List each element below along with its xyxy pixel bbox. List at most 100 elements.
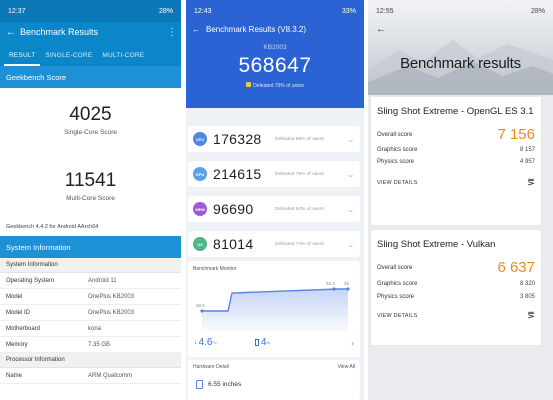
more-options-icon[interactable]: ⋮ xyxy=(167,26,177,38)
hw-view-all[interactable]: View All xyxy=(337,364,355,370)
info-key: Operating System xyxy=(6,277,55,284)
3dmark-screen: 12:55 28% ← Benchmark results Sling Shot… xyxy=(368,0,553,400)
results-hero: 12:55 28% ← Benchmark results xyxy=(368,0,553,95)
card-defeated: Defeated 89% of users xyxy=(275,136,324,142)
single-core-score: 4025 xyxy=(69,104,112,125)
card-footer: VIEW DETAILS ⪚ xyxy=(371,310,541,321)
status-battery: 28% xyxy=(530,7,545,15)
share-icon[interactable]: ⪚ xyxy=(527,177,535,187)
info-row: Operating System Android 11 xyxy=(0,273,181,289)
score-card-cpu[interactable]: CPU 176328 Defeated 89% of users ⌄ xyxy=(188,126,360,152)
hardware-detail[interactable]: Hardware Detail View All 6.55 inches xyxy=(188,360,360,400)
status-bar: 12:55 28% xyxy=(368,0,553,22)
chevron-down-icon[interactable]: ⌄ xyxy=(346,134,355,144)
test-name: Sling Shot Extreme - OpenGL ES 3.1 xyxy=(377,106,534,117)
status-time: 12:43 xyxy=(194,7,212,15)
chevron-right-icon[interactable]: › xyxy=(351,337,354,348)
screen-icon xyxy=(196,380,203,389)
app-title: Benchmark Results xyxy=(20,27,99,37)
defeated-text: Defeated 75% of users xyxy=(186,82,364,89)
degree-unit: °C xyxy=(212,340,217,345)
card-defeated: Defeated 53% of users xyxy=(275,206,324,212)
chevron-down-icon[interactable]: ⌄ xyxy=(346,204,355,214)
status-bar: 12:43 33% xyxy=(186,0,364,22)
monitor-title: Benchmark Monitor xyxy=(193,266,237,272)
cpu-badge-icon: CPU xyxy=(193,132,207,146)
tab-single-core[interactable]: SINGLE-CORE xyxy=(45,52,93,59)
temp-low-value: 4.6 xyxy=(198,337,213,348)
chart-line xyxy=(202,288,348,312)
multi-core-label: Multi-Core Score xyxy=(66,195,115,202)
overall-score: 7 156 xyxy=(497,126,535,143)
chart-point xyxy=(346,287,350,291)
card-defeated: Defeated 79% of users xyxy=(275,171,324,177)
tab-multi-core[interactable]: MULTI-CORE xyxy=(102,52,145,59)
antutu-header: 12:43 33% ← Benchmark Results (V8.3.2) K… xyxy=(186,0,364,108)
overall-score: 6 637 xyxy=(497,259,535,276)
chart-label-start: 30.6 xyxy=(196,303,205,308)
card-value: 214615 xyxy=(213,166,262,182)
back-arrow-icon[interactable]: ← xyxy=(376,24,386,35)
chart-point xyxy=(200,309,204,313)
graphics-score: 8 320 xyxy=(519,281,535,287)
chart-area xyxy=(202,289,348,331)
mem-badge-icon: MEM xyxy=(193,202,207,216)
view-details-link[interactable]: VIEW DETAILS xyxy=(377,179,418,186)
chart-point xyxy=(332,287,336,291)
physics-label: Physics score xyxy=(377,159,415,165)
physics-score: 4 957 xyxy=(519,159,535,165)
version-note: Geekbench 4.4.2 for Android AArch64 xyxy=(6,224,99,230)
card-value: 96690 xyxy=(213,201,254,217)
chevron-down-icon[interactable]: ⌄ xyxy=(346,239,355,249)
multi-core-score: 11541 xyxy=(64,170,117,191)
info-key: Name xyxy=(6,372,23,379)
multi-core-score-block: 11541 Multi-Core Score xyxy=(0,170,181,202)
section-header-sysinfo: System Information xyxy=(0,236,181,258)
status-battery: 28% xyxy=(158,7,173,15)
info-key: Motherboard xyxy=(6,325,41,332)
hw-screen-size: 6.55 inches xyxy=(208,381,242,389)
info-value: ARM Qualcomm xyxy=(88,372,133,379)
geekbench-screen: 12:37 28% ← Benchmark Results ⋮ RESULT S… xyxy=(0,0,181,400)
score-card-mem[interactable]: MEM 96690 Defeated 53% of users ⌄ xyxy=(188,196,360,222)
badge-icon xyxy=(246,82,252,87)
view-details-link[interactable]: VIEW DETAILS xyxy=(377,312,418,319)
back-arrow-icon[interactable]: ← xyxy=(192,24,200,34)
info-row: Memory 7.35 GB xyxy=(0,337,181,353)
card-footer: VIEW DETAILS ⪚ xyxy=(371,177,541,188)
status-battery: 33% xyxy=(341,7,356,15)
graphics-score-row: Graphics score 8 320 xyxy=(371,281,541,287)
overall-label: Overall score xyxy=(377,264,413,271)
status-time: 12:55 xyxy=(376,7,394,15)
score-card-gpu[interactable]: GPU 214615 Defeated 79% of users ⌄ xyxy=(188,161,360,187)
back-arrow-icon[interactable]: ← xyxy=(6,26,16,38)
tab-result[interactable]: RESULT xyxy=(4,52,41,66)
graphics-label: Graphics score xyxy=(377,281,418,287)
physics-label: Physics score xyxy=(377,294,415,300)
info-value: 7.35 GB xyxy=(88,341,111,348)
chevron-down-icon[interactable]: ⌄ xyxy=(346,169,355,179)
gpu-badge-icon: GPU xyxy=(193,167,207,181)
mountain-background xyxy=(368,40,553,95)
physics-score: 3 805 xyxy=(519,294,535,300)
info-row: Model ID OnePlus KB2003 xyxy=(0,305,181,321)
share-icon[interactable]: ⪚ xyxy=(527,310,535,320)
battery-icon xyxy=(254,339,259,346)
total-score: 568647 xyxy=(238,54,312,77)
system-info-section: System Information System Information Op… xyxy=(0,236,181,384)
info-value: kona xyxy=(88,325,102,332)
physics-score-row: Physics score 4 957 xyxy=(371,159,541,165)
antutu-screen: 12:43 33% ← Benchmark Results (V8.3.2) K… xyxy=(186,0,364,400)
single-core-score-block: 4025 Single-Core Score xyxy=(0,104,181,136)
chart-label-p1: 35.2 xyxy=(326,281,335,286)
info-value: OnePlus KB2003 xyxy=(88,293,135,300)
graphics-score: 8 157 xyxy=(519,147,535,153)
overall-score-row: Overall score 7 156 xyxy=(371,126,541,143)
info-row: Model OnePlus KB2003 xyxy=(0,289,181,305)
score-card-ux[interactable]: UX 81014 Defeated 74% of users ⌄ xyxy=(188,231,360,257)
device-model: KB2003 xyxy=(263,44,287,51)
group-system-info: System Information xyxy=(0,258,181,273)
info-key: Model ID xyxy=(6,309,31,316)
graphics-score-row: Graphics score 8 157 xyxy=(371,147,541,153)
